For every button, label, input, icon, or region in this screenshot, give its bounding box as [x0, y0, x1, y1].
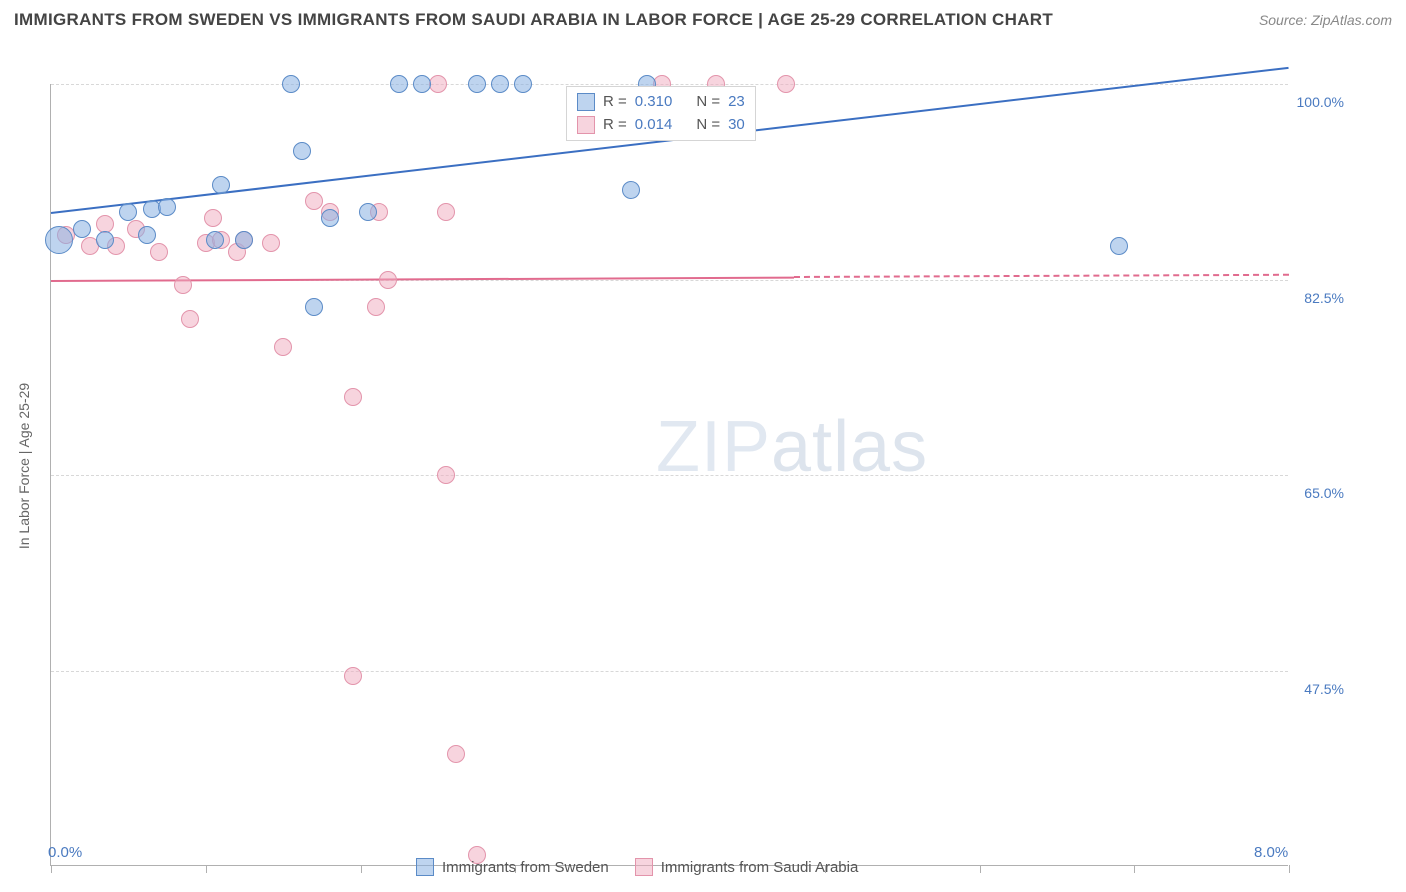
source-label: Source: ZipAtlas.com [1259, 12, 1392, 28]
legend-label: Immigrants from Saudi Arabia [661, 859, 859, 876]
data-point [514, 75, 532, 93]
y-tick-label: 100.0% [1297, 94, 1344, 110]
data-point [429, 75, 447, 93]
legend: Immigrants from Sweden Immigrants from Sa… [416, 858, 858, 876]
legend-item: Immigrants from Saudi Arabia [635, 858, 859, 876]
data-point [367, 298, 385, 316]
data-point [390, 75, 408, 93]
data-point [447, 745, 465, 763]
data-point [45, 226, 73, 254]
data-point [150, 243, 168, 261]
plot-region: 100.0%82.5%65.0%47.5% [50, 84, 1288, 866]
x-axis-max-label: 8.0% [1254, 844, 1288, 861]
data-point [282, 75, 300, 93]
stat-n-label: N = [696, 114, 720, 137]
data-point [73, 220, 91, 238]
data-point [344, 388, 362, 406]
x-tick [51, 865, 52, 873]
stat-n-value: 30 [728, 114, 745, 137]
data-point [344, 667, 362, 685]
data-point [262, 234, 280, 252]
y-tick-label: 47.5% [1304, 681, 1344, 697]
legend-item: Immigrants from Sweden [416, 858, 609, 876]
stat-r-label: R = [603, 114, 627, 137]
stat-r-label: R = [603, 91, 627, 114]
legend-swatch [577, 116, 595, 134]
data-point [413, 75, 431, 93]
gridline [51, 671, 1288, 672]
stat-n-value: 23 [728, 91, 745, 114]
data-point [468, 75, 486, 93]
data-point [321, 209, 339, 227]
stats-row: R = 0.014 N = 30 [577, 114, 745, 137]
y-axis-label: In Labor Force | Age 25-29 [16, 383, 32, 549]
data-point [305, 298, 323, 316]
gridline [51, 475, 1288, 476]
stat-r-value: 0.014 [635, 114, 673, 137]
chart-title: IMMIGRANTS FROM SWEDEN VS IMMIGRANTS FRO… [14, 10, 1053, 30]
y-tick-label: 65.0% [1304, 485, 1344, 501]
data-point [212, 176, 230, 194]
data-point [235, 231, 253, 249]
data-point [158, 198, 176, 216]
data-point [437, 203, 455, 221]
data-point [119, 203, 137, 221]
data-point [1110, 237, 1128, 255]
data-point [174, 276, 192, 294]
data-point [96, 231, 114, 249]
data-point [622, 181, 640, 199]
legend-swatch [635, 858, 653, 876]
x-tick [361, 865, 362, 873]
data-point [293, 142, 311, 160]
data-point [204, 209, 222, 227]
data-point [305, 192, 323, 210]
data-point [437, 466, 455, 484]
correlation-stats-box: R = 0.310 N = 23 R = 0.014 N = 30 [566, 86, 756, 141]
x-tick [980, 865, 981, 873]
x-tick [1289, 865, 1290, 873]
data-point [274, 338, 292, 356]
data-point [379, 271, 397, 289]
legend-label: Immigrants from Sweden [442, 859, 609, 876]
x-axis-min-label: 0.0% [48, 844, 82, 861]
legend-swatch [416, 858, 434, 876]
y-tick-label: 82.5% [1304, 290, 1344, 306]
data-point [491, 75, 509, 93]
data-point [359, 203, 377, 221]
stat-r-value: 0.310 [635, 91, 673, 114]
data-point [181, 310, 199, 328]
data-point [777, 75, 795, 93]
data-point [96, 215, 114, 233]
stat-n-label: N = [696, 91, 720, 114]
data-point [206, 231, 224, 249]
trendline [51, 276, 794, 281]
stats-row: R = 0.310 N = 23 [577, 91, 745, 114]
legend-swatch [577, 93, 595, 111]
data-point [138, 226, 156, 244]
x-tick [206, 865, 207, 873]
x-tick [1134, 865, 1135, 873]
trendline-extrapolated [794, 274, 1289, 278]
